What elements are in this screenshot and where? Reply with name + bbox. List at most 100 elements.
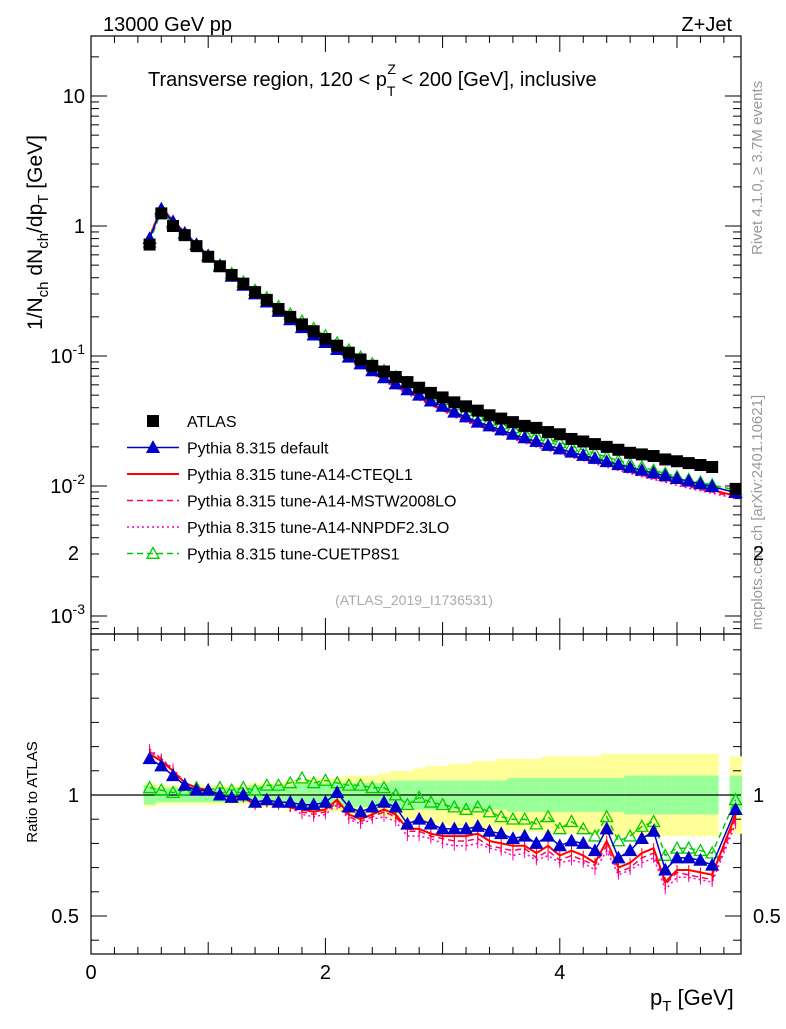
ratio-xtick-label: 2 xyxy=(320,962,331,984)
ratio-default-point xyxy=(435,821,450,835)
atlas-point xyxy=(202,250,215,263)
ratio-cuetp8s1-point xyxy=(412,790,427,803)
default-point xyxy=(470,414,485,428)
ratio-default-point xyxy=(564,833,579,847)
atlas-point xyxy=(143,238,156,251)
ratio-default-point xyxy=(576,836,591,849)
atlas-point xyxy=(495,412,508,425)
default-point xyxy=(540,438,556,451)
atlas-point xyxy=(518,419,531,432)
atlas-point xyxy=(553,428,566,441)
main-ytick-label: 10-3 xyxy=(50,601,85,628)
default-point xyxy=(705,479,720,493)
default-point xyxy=(611,457,626,471)
ratio-cuetp8s1-point xyxy=(306,775,321,789)
ratio-default-point xyxy=(318,794,333,808)
atlas-point xyxy=(624,446,637,459)
legend-label: Pythia 8.315 tune-A14-CTEQL1 xyxy=(187,467,413,484)
ratio-default-point xyxy=(505,831,521,845)
ratio-default-point xyxy=(412,811,427,825)
ratio-default-point xyxy=(447,821,462,835)
atlas-point xyxy=(366,359,379,372)
default-point xyxy=(693,476,708,490)
atlas-point xyxy=(342,346,355,359)
ratio-cuetp8s1-point xyxy=(283,775,298,789)
ratio-cuetp8s1-point xyxy=(517,811,532,825)
atlas-point xyxy=(319,333,332,346)
ratio-default-point xyxy=(271,794,286,808)
ratio-default-point xyxy=(705,857,720,871)
atlas-point xyxy=(284,310,297,323)
rivet-label: Rivet 4.1.0, ≥ 3.7M events xyxy=(749,81,766,255)
ratio-cuetp8s1-point xyxy=(165,785,181,799)
ratio-default-point xyxy=(634,831,649,845)
default-point xyxy=(435,398,450,412)
ratio-cuetp8s1-point xyxy=(494,809,509,823)
ratio-default-point xyxy=(669,850,685,864)
default-point xyxy=(505,426,521,440)
ratio-ytick-label-right: 2 xyxy=(753,543,764,565)
default-point xyxy=(658,468,673,482)
ratio-cuetp8s1-point xyxy=(142,780,157,794)
ratio-default-point xyxy=(236,787,251,801)
ratio-cuetp8s1-point xyxy=(318,773,333,786)
ratio-cuetp8s1-point xyxy=(447,799,462,813)
atlas-point xyxy=(401,376,414,389)
default-point xyxy=(458,409,474,423)
atlas-point xyxy=(577,435,590,448)
legend-marker xyxy=(145,546,161,559)
ratio-ytick-label: 0.5 xyxy=(51,906,79,928)
legend-entry: Pythia 8.315 tune-A14-MSTW2008LO xyxy=(127,494,456,511)
default-point xyxy=(412,387,427,401)
plot-title: Transverse region, 120 < pTZ < 200 [GeV]… xyxy=(148,61,597,99)
ratio-cuetp8s1-point xyxy=(435,797,450,811)
ratio-cuetp8s1-point xyxy=(423,794,438,808)
ratio-default-point xyxy=(365,799,380,813)
ratio-series-0 xyxy=(142,751,743,876)
ratio-xtick-label: 0 xyxy=(85,962,96,984)
atlas-point xyxy=(225,268,238,281)
ratio-default-point xyxy=(658,862,673,876)
ratio-cuetp8s1-point xyxy=(611,833,626,847)
atlas-point xyxy=(483,409,496,422)
ratio-default-point xyxy=(283,794,298,808)
ratio-default-point xyxy=(540,828,556,842)
default-point xyxy=(517,430,532,444)
atlas-point xyxy=(612,443,625,456)
ratio-default-point xyxy=(587,843,603,857)
ratio-ylabel: Ratio to ATLAS xyxy=(24,741,41,842)
ratio-default-point xyxy=(517,828,532,842)
ratio-cuetp8s1-point xyxy=(576,821,591,835)
ratio-default-point xyxy=(470,819,485,832)
atlas-point xyxy=(213,260,226,273)
ratio-cuetp8s1-point xyxy=(400,797,415,811)
atlas-point xyxy=(190,240,203,253)
ratio-default-point xyxy=(494,826,509,840)
ratio-cuetp8s1-point xyxy=(623,828,638,842)
main-ytick-label: 1 xyxy=(74,216,85,238)
legend: ATLAS Pythia 8.315 default Pythia 8.315 tu… xyxy=(127,414,456,564)
legend-label: ATLAS xyxy=(187,414,237,431)
ratio-default-point xyxy=(294,797,310,811)
default-point xyxy=(447,404,462,418)
ratio-default-point xyxy=(423,816,438,830)
atlas-point xyxy=(178,229,191,242)
ratio-cuetp8s1-point xyxy=(658,848,673,861)
main-panel-frame xyxy=(90,35,742,635)
ratio-default-point xyxy=(552,838,567,852)
mcplots-label: mcplots.cern.ch [arXiv:2401.10621] xyxy=(749,395,766,630)
legend-entry: ATLAS xyxy=(147,414,237,431)
ratio-default-point xyxy=(728,802,743,815)
main-series-group xyxy=(142,201,743,500)
atlas-point xyxy=(249,286,262,299)
main-ylabel: 1/Nch dNch/dpT [GeV] xyxy=(24,135,52,330)
ratio-cuetp8s1-point xyxy=(376,780,392,794)
ratio-ytick-label: 2 xyxy=(68,543,79,565)
legend-label: Pythia 8.315 default xyxy=(187,441,329,458)
ratio-default-point xyxy=(529,836,544,849)
default-point xyxy=(587,451,603,464)
ratio-xtick-label: 4 xyxy=(554,962,565,984)
ratio-cuetp8s1-point xyxy=(482,804,497,818)
ratio-default-point xyxy=(341,799,356,813)
ratio-cuetp8s1-point xyxy=(587,828,603,842)
